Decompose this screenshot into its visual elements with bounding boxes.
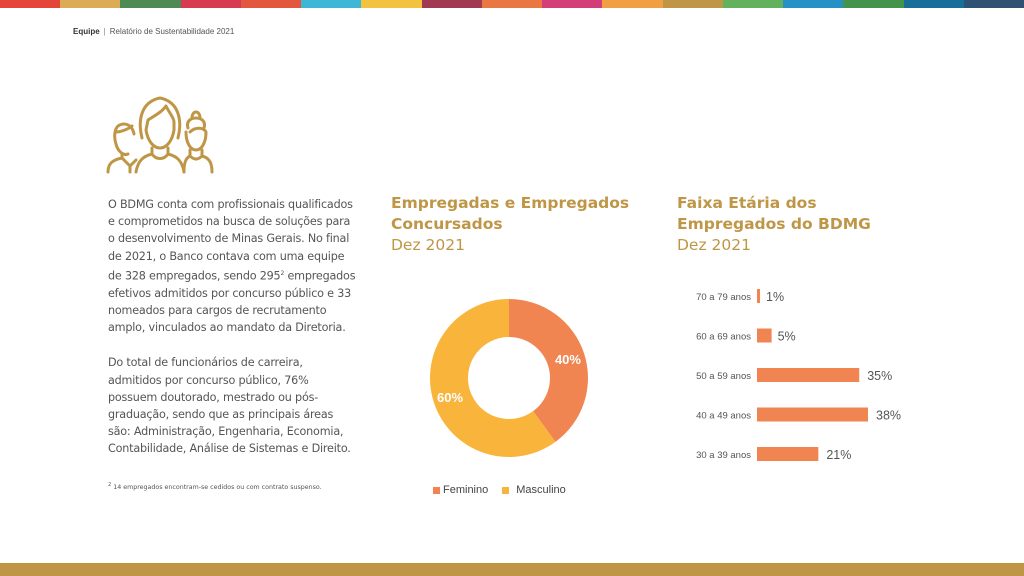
people-group-icon (106, 96, 214, 174)
sdg-color-segment (240, 0, 302, 8)
footnote-marker: 2 (108, 482, 112, 488)
legend-label-masculino: Masculino (516, 484, 566, 496)
bar-title: Faixa Etária dos Empregados do BDMG (677, 194, 871, 233)
sdg-color-bar (0, 0, 1024, 8)
sdg-color-segment (602, 0, 663, 8)
header-separator: | (103, 27, 106, 36)
donut-slice-feminino (509, 299, 588, 442)
sdg-color-segment (60, 0, 121, 8)
bar-40-a-49-anos (757, 407, 868, 422)
bar-category-label: 50 a 59 anos (696, 371, 751, 382)
footnote-ref: 2 (280, 269, 285, 277)
legend-item-feminino: Feminino (433, 484, 488, 496)
sdg-color-segment (722, 0, 784, 8)
donut-subtitle: Dez 2021 (391, 236, 465, 254)
age-bar-chart: 70 a 79 anos 1% 60 a 69 anos 5% 50 a 59 anos… (696, 289, 901, 462)
bar-value-label: 1% (766, 290, 784, 304)
legend-item-masculino: Masculino (502, 484, 566, 496)
sdg-color-segment (120, 0, 181, 8)
legend-swatch-masculino (502, 486, 510, 494)
bar-category-label: 30 a 39 anos (696, 450, 751, 461)
bar-chart-title: Faixa Etária dos Empregados do BDMG Dez … (677, 193, 937, 256)
bar-value-label: 38% (876, 409, 901, 423)
sdg-color-segment (903, 0, 964, 8)
legend-swatch-feminino (433, 486, 440, 494)
bar-category-label: 70 a 79 anos (696, 292, 751, 303)
sdg-color-segment (0, 0, 61, 8)
donut-label-masculino: 60% (437, 390, 463, 405)
bar-value-label: 35% (867, 369, 892, 383)
sdg-color-segment (843, 0, 904, 8)
bar-70-a-79-anos (757, 289, 760, 303)
donut-title: Empregadas e Empregados Concursados (391, 194, 630, 233)
body-paragraph-1-text-cont: empregados efetivos admitidos por concur… (108, 269, 356, 335)
page-header: Equipe | Relatório de Sustentabilidade 202… (73, 27, 234, 36)
sdg-color-segment (481, 0, 543, 8)
bar-60-a-69-anos (757, 328, 772, 343)
donut-slice-masculino (430, 299, 556, 457)
sdg-color-segment (301, 0, 362, 8)
donut-legend: Feminino Masculino (433, 484, 566, 496)
sdg-color-segment (963, 0, 1024, 8)
bar-subtitle: Dez 2021 (677, 236, 751, 254)
footnote: 2 14 empregados encontram-se cedidos ou … (108, 482, 322, 491)
body-paragraph-1: O BDMG conta com profissionais qualifica… (108, 196, 358, 336)
body-paragraph-2: Do total de funcionários de carreira, ad… (108, 356, 351, 456)
legend-label-feminino: Feminino (443, 484, 489, 496)
bar-value-label: 5% (778, 330, 796, 344)
body-text: O BDMG conta com profissionais qualifica… (108, 196, 358, 476)
bar-30-a-39-anos (757, 447, 819, 461)
sdg-color-segment (783, 0, 844, 8)
donut-chart-title: Empregadas e Empregados Concursados Dez … (391, 193, 651, 256)
bar-category-label: 60 a 69 anos (696, 332, 751, 343)
bar-category-label: 40 a 49 anos (696, 411, 751, 422)
sdg-color-segment (662, 0, 723, 8)
sdg-color-segment (542, 0, 603, 8)
footnote-text: 14 empregados encontram-se cedidos ou co… (111, 484, 322, 492)
bar-50-a-59-anos (757, 368, 860, 382)
donut-label-feminino: 40% (555, 352, 581, 367)
sdg-color-segment (180, 0, 241, 8)
sdg-color-segment (361, 0, 422, 8)
donut-chart: 40% 60% (430, 299, 588, 457)
header-section: Equipe (73, 27, 100, 36)
header-report-title: Relatório de Sustentabilidade 2021 (109, 27, 235, 36)
sdg-color-segment (421, 0, 482, 8)
footer-bar (0, 563, 1024, 576)
bar-value-label: 21% (826, 448, 851, 462)
body-paragraph-1-text: O BDMG conta com profissionais qualifica… (108, 198, 353, 283)
